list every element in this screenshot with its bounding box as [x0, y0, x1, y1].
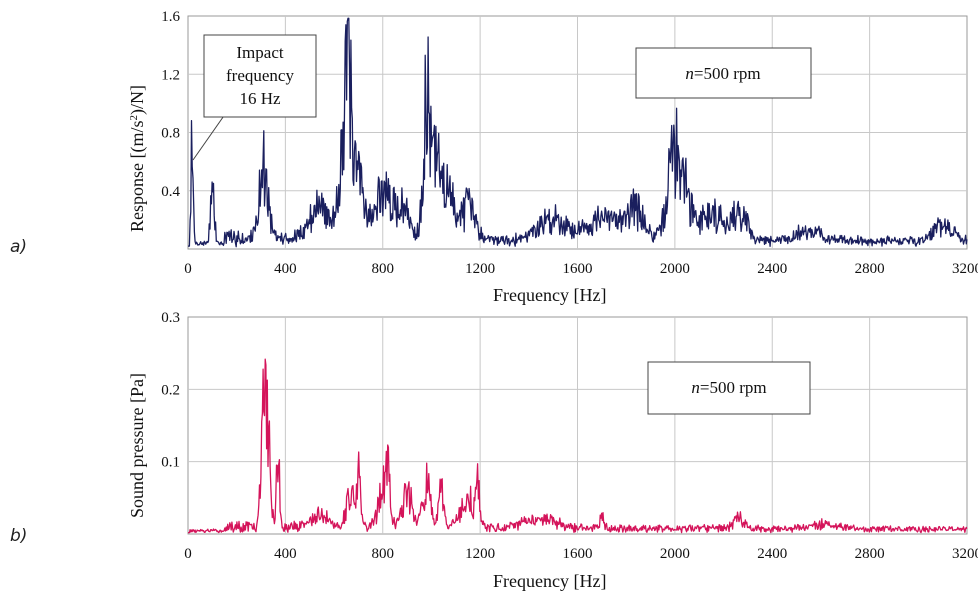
- rpm-box-frame-a: [635, 47, 812, 99]
- x-tick-label: 800: [372, 261, 395, 277]
- y-tick-label: 0.4: [161, 184, 180, 200]
- xlabel-a: Frequency [Hz]: [493, 285, 606, 305]
- x-tick-label: 1600: [563, 261, 593, 277]
- grid-b: [188, 317, 967, 534]
- x-tick-label: 800: [372, 546, 395, 562]
- x-tick-label: 0: [184, 546, 192, 562]
- x-tick-label: 1200: [465, 546, 495, 562]
- rpm-box-frame-b: [647, 361, 811, 415]
- y-tick-label: 1.6: [161, 9, 180, 25]
- y-tick-label: 0.3: [161, 310, 180, 326]
- rpm-box-a: n=500 rpm: [635, 47, 812, 99]
- impact-frequency-callout: Impact frequency 16 Hz: [192, 34, 317, 161]
- x-tick-label: 2000: [660, 261, 690, 277]
- y-tick-label: 0.2: [161, 382, 180, 398]
- ylabel-b: Sound pressure [Pa]: [127, 373, 147, 518]
- x-tick-label: 2400: [757, 546, 787, 562]
- x-tick-label: 2800: [855, 261, 885, 277]
- rpm-box-b: n=500 rpm: [647, 361, 811, 415]
- response-series-line: [188, 17, 968, 248]
- y-tick-label: 0.1: [161, 455, 180, 471]
- callout-line-1: Impact: [236, 43, 283, 62]
- ylabel-a: Response [(m/s2)/N]: [127, 85, 148, 232]
- callout-line-2: frequency: [226, 66, 294, 85]
- grid-a: [188, 16, 967, 249]
- panel-label-b: b): [10, 526, 27, 546]
- rpm-label-a: n=500 rpm: [685, 64, 760, 83]
- xlabel-b: Frequency [Hz]: [493, 571, 606, 591]
- callout-leader-line: [192, 109, 229, 161]
- x-tick-label: 2000: [660, 546, 690, 562]
- sound-pressure-series-line: [188, 358, 968, 534]
- y-tick-label: 1.2: [161, 67, 180, 83]
- x-tick-label: 400: [274, 261, 297, 277]
- x-tick-label: 400: [274, 546, 297, 562]
- x-tick-label: 2800: [855, 546, 885, 562]
- panel-label-a: a): [10, 237, 27, 257]
- rpm-label-b: n=500 rpm: [691, 378, 766, 397]
- callout-line-3: 16 Hz: [239, 89, 281, 108]
- x-tick-label: 1200: [465, 261, 495, 277]
- x-tick-label: 2400: [757, 261, 787, 277]
- x-tick-label: 1600: [563, 546, 593, 562]
- x-tick-label: 0: [184, 261, 192, 277]
- callout-box: [203, 34, 317, 118]
- y-tick-label: 0.8: [161, 126, 180, 142]
